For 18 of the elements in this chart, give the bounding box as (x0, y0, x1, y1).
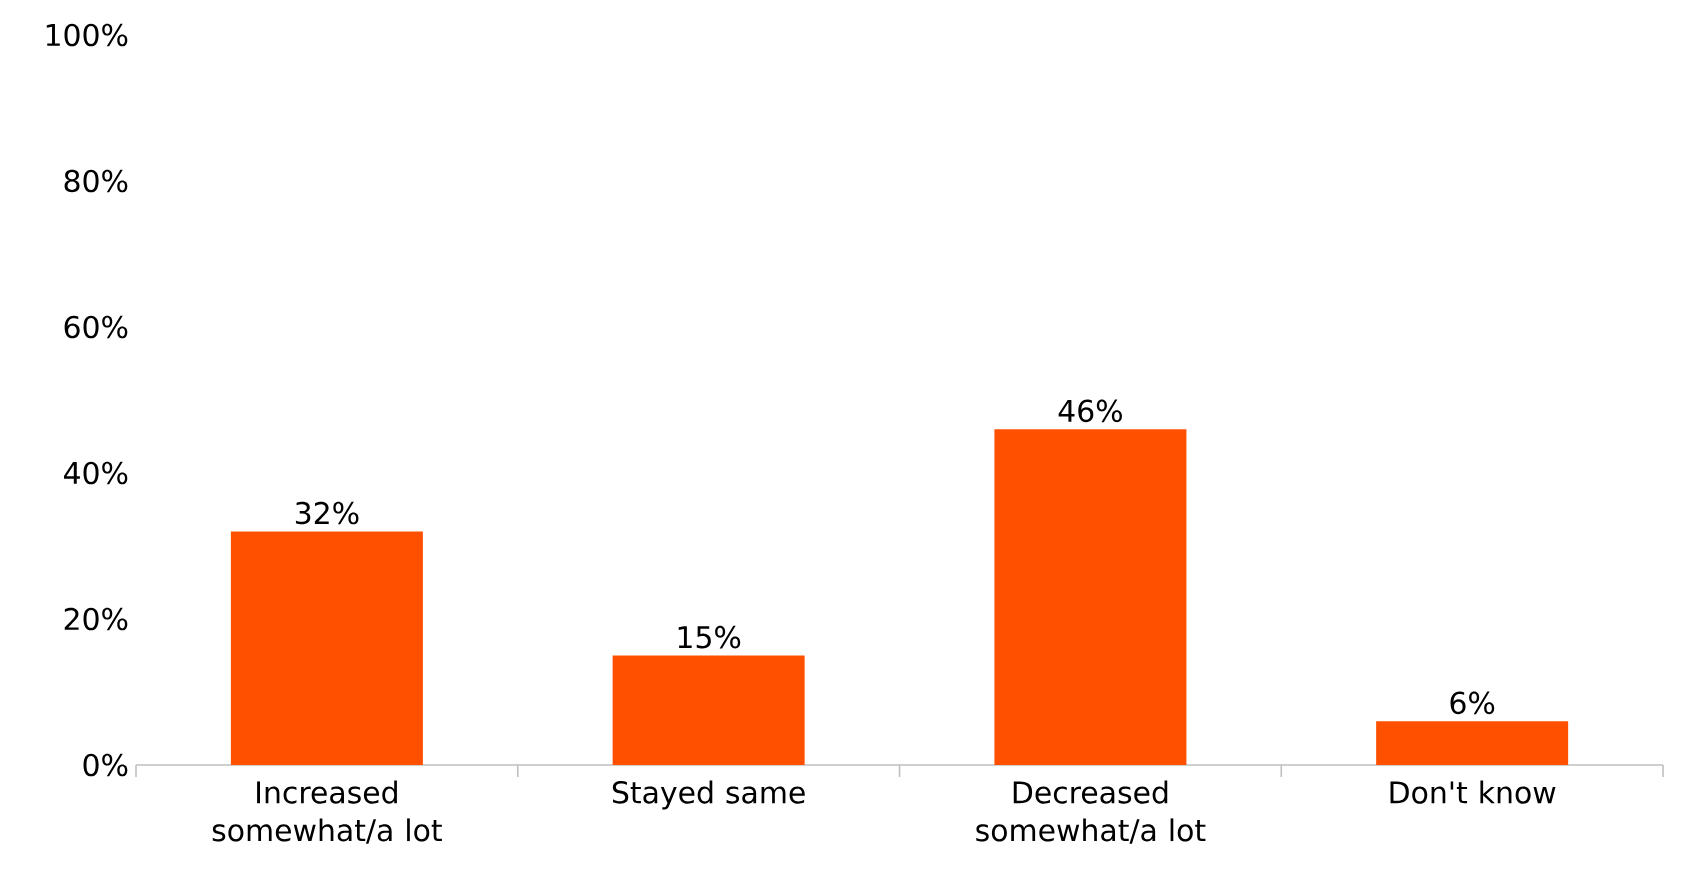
x-tick-label: Don't know (1390, 780, 1556, 804)
y-tick-label: 100% (46, 23, 128, 47)
bar (612, 655, 805, 765)
x-tick-label: Decreased somewhat/a lot (976, 780, 1206, 844)
y-tick-label: 80% (64, 169, 128, 193)
data-label: 15% (678, 625, 741, 649)
y-tick-label: 0% (83, 753, 128, 777)
bar (994, 429, 1187, 765)
y-tick-label: 20% (64, 607, 128, 631)
y-tick-label: 60% (64, 315, 128, 339)
data-label: 46% (1058, 399, 1122, 423)
data-label: 6% (1450, 691, 1495, 715)
y-tick-label: 40% (64, 461, 128, 485)
bar (230, 531, 423, 765)
bar (1376, 721, 1569, 765)
data-label: 32% (295, 501, 359, 525)
x-tick-label: Increased somewhat/a lot (212, 780, 442, 844)
x-tick-label: Stayed same (612, 780, 805, 810)
